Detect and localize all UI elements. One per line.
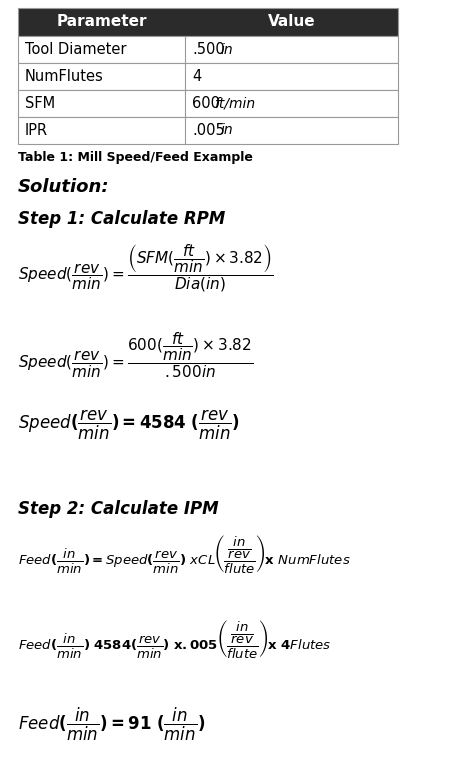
Text: SFM: SFM	[25, 96, 55, 111]
Bar	[18, 36, 398, 63]
Text: $\mathit{Speed}(\dfrac{\mathit{rev}}{\mathit{min}}) = \dfrac{\left(\mathit{SFM}(: $\mathit{Speed}(\dfrac{\mathit{rev}}{\ma…	[18, 242, 273, 294]
Text: $\mathit{Speed}(\dfrac{\mathit{rev}}{\mathit{min}}) = \dfrac{600(\dfrac{\mathit{: $\mathit{Speed}(\dfrac{\mathit{rev}}{\ma…	[18, 330, 253, 379]
Text: NumFlutes: NumFlutes	[25, 69, 104, 84]
Text: Value: Value	[268, 14, 315, 30]
Text: Solution:: Solution:	[18, 178, 109, 196]
Bar	[18, 90, 398, 117]
Text: IPR: IPR	[25, 123, 48, 138]
Text: $\bf{\mathit{Feed}(\dfrac{\mathit{in}}{\mathit{min}}) = \mathit{Speed}(\dfrac{\m: $\bf{\mathit{Feed}(\dfrac{\mathit{in}}{\…	[18, 533, 351, 575]
Bar	[18, 117, 398, 144]
Text: Step 1: Calculate RPM: Step 1: Calculate RPM	[18, 210, 225, 228]
Bar	[18, 63, 398, 90]
Text: in: in	[221, 123, 234, 138]
Text: ft/min: ft/min	[214, 97, 255, 110]
Text: .500: .500	[192, 42, 225, 57]
Text: 600: 600	[192, 96, 220, 111]
Text: Table 1: Mill Speed/Feed Example: Table 1: Mill Speed/Feed Example	[18, 151, 253, 164]
Text: in: in	[221, 43, 234, 56]
Text: $\bf{\mathit{Feed}(\dfrac{\mathit{in}}{\mathit{min}}) = 91 \ (\dfrac{\mathit{in}: $\bf{\mathit{Feed}(\dfrac{\mathit{in}}{\…	[18, 706, 205, 743]
Text: .005: .005	[192, 123, 225, 138]
Text: Parameter: Parameter	[56, 14, 147, 30]
Text: $\bf{\mathit{Speed}(\dfrac{\mathit{rev}}{\mathit{min}}) = 4584 \ (\dfrac{\mathit: $\bf{\mathit{Speed}(\dfrac{\mathit{rev}}…	[18, 408, 240, 442]
Bar	[18, 8, 398, 36]
Text: $\bf{\mathit{Feed}(\dfrac{\mathit{in}}{\mathit{min}})\ 4584(\dfrac{\mathit{rev}}: $\bf{\mathit{Feed}(\dfrac{\mathit{in}}{\…	[18, 618, 331, 660]
Text: 4: 4	[192, 69, 201, 84]
Text: Tool Diameter: Tool Diameter	[25, 42, 127, 57]
Text: Step 2: Calculate IPM: Step 2: Calculate IPM	[18, 500, 219, 518]
